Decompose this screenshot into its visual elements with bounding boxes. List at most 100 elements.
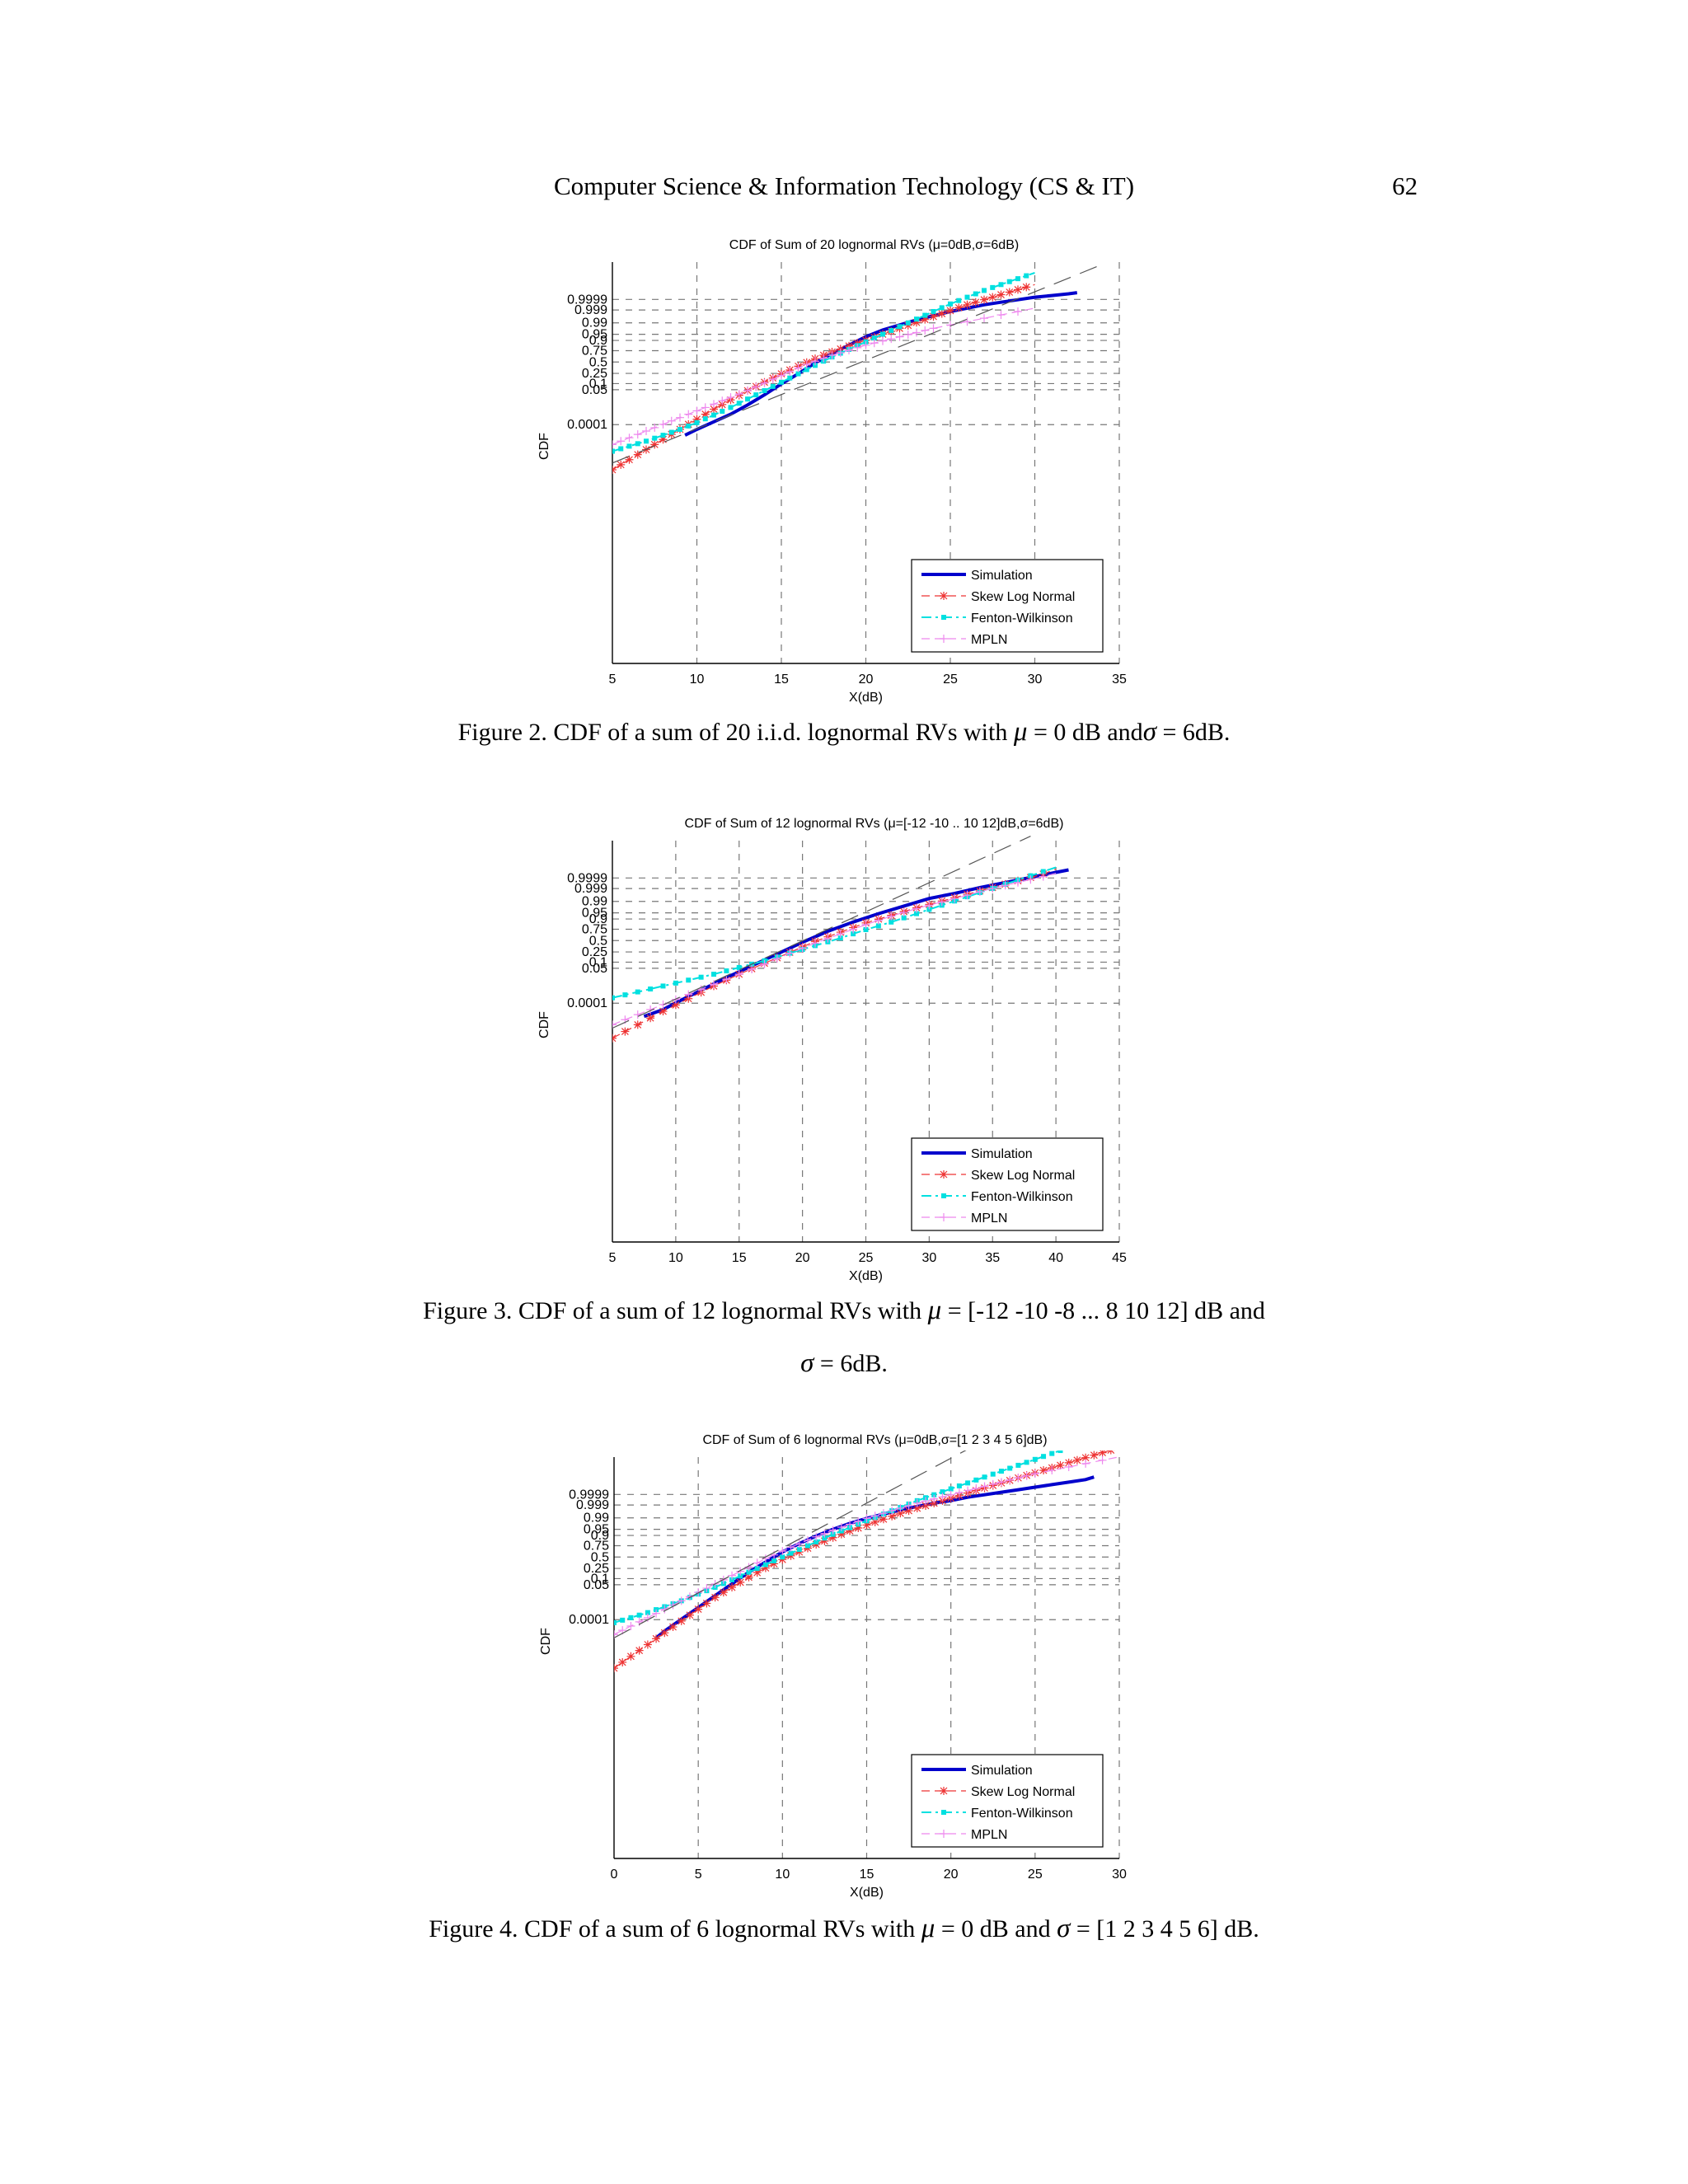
series-marker [736, 1567, 745, 1576]
series-marker [1041, 1454, 1047, 1460]
caption-line2-text: = 6dB. [814, 1350, 888, 1377]
series-marker [889, 919, 894, 925]
caption-prefix: Figure 4. CDF of a sum of 6 lognormal RV… [429, 1915, 921, 1943]
series-marker [836, 930, 845, 939]
y-tick-label: 0.5 [589, 355, 607, 369]
x-tick-label: 15 [860, 1868, 874, 1882]
series-marker [660, 1629, 669, 1638]
y-tick-label: 0.75 [582, 344, 607, 358]
legend-marker [941, 615, 946, 620]
series-marker [854, 1524, 863, 1533]
series-marker [785, 949, 795, 958]
series-marker [734, 970, 743, 979]
y-tick-label: 0.95 [582, 328, 607, 342]
series-marker [804, 367, 809, 373]
caption-mu-symbol: μ [927, 1296, 942, 1325]
y-tick-label: 0.0001 [567, 418, 607, 432]
series-marker [744, 1572, 753, 1582]
caption-suffix: = 6dB. [1156, 719, 1231, 746]
series-marker [1014, 285, 1022, 294]
series-marker [930, 1494, 939, 1503]
series-marker [720, 409, 725, 415]
y-tick-label: 0.99 [582, 316, 607, 330]
series-marker [718, 396, 727, 405]
series-marker [861, 340, 870, 349]
chart-title: CDF of Sum of 20 lognormal RVs (μ=0dB,σ=… [729, 238, 1019, 252]
series-marker [819, 354, 828, 363]
caption-suffix: = [1 2 3 4 5 6] dB. [1070, 1915, 1259, 1943]
series-marker [736, 964, 742, 970]
series-marker [614, 1630, 618, 1639]
series-marker [845, 341, 853, 350]
series-marker [851, 931, 856, 937]
series-marker [761, 1563, 770, 1572]
series-marker [701, 410, 710, 419]
y-tick-label: 0.05 [582, 962, 607, 976]
chart-title: CDF of Sum of 12 lognormal RVs (μ=[-12 -… [685, 817, 1064, 831]
series-marker [946, 306, 954, 315]
series-marker [677, 1596, 686, 1605]
y-tick-label: 0.1 [589, 377, 607, 391]
series-marker [1064, 1458, 1073, 1467]
legend-label: MPLN [971, 1212, 1007, 1226]
series-marker [990, 284, 996, 290]
x-tick-label: 5 [695, 1868, 702, 1882]
y-tick-label: 0.9 [589, 334, 607, 348]
series-marker [846, 1526, 855, 1535]
caption-prefix: Figure 2. CDF of a sum of 20 i.i.d. logn… [457, 719, 1014, 746]
x-tick-label: 20 [859, 673, 874, 687]
series-marker [980, 1482, 989, 1491]
y-tick-label: 0.1 [589, 955, 607, 969]
y-tick-label: 0.9 [591, 1529, 609, 1543]
series-marker [870, 339, 879, 348]
series-marker [1072, 1455, 1081, 1465]
series-marker [1024, 273, 1029, 279]
series-marker [921, 1501, 931, 1510]
series-marker [896, 1509, 905, 1518]
series-marker [880, 331, 885, 337]
series-marker [1098, 1451, 1107, 1457]
series-marker [912, 318, 921, 327]
series-marker [931, 308, 936, 314]
series-marker [895, 332, 904, 341]
series-marker [912, 328, 921, 337]
series-marker [738, 1573, 743, 1579]
series-marker [617, 460, 626, 469]
legend-label: Simulation [971, 569, 1033, 583]
series-marker [948, 301, 953, 307]
y-tick-label: 0.99 [582, 895, 607, 909]
x-axis-label: X(dB) [849, 691, 883, 705]
series-marker [710, 405, 718, 414]
series-line-reference [612, 836, 1031, 1029]
x-tick-label: 30 [1112, 1868, 1127, 1882]
caption-mid: = 0 dB and [1027, 719, 1143, 746]
series-marker [659, 1007, 668, 1016]
legend-label: Skew Log Normal [971, 1169, 1075, 1183]
series-marker [1014, 1474, 1023, 1483]
series-marker [685, 1592, 694, 1601]
series-marker [828, 351, 837, 360]
series-marker [734, 390, 743, 399]
series-marker [903, 321, 912, 330]
series-marker [636, 1612, 642, 1618]
series-marker [626, 1622, 635, 1631]
series-marker [798, 944, 807, 953]
series-marker [837, 1523, 846, 1531]
series-line-reference [612, 264, 1103, 464]
series-marker [785, 368, 795, 377]
x-tick-label: 5 [609, 673, 617, 687]
series-marker [905, 320, 911, 326]
series-marker [1007, 1465, 1013, 1471]
series-marker [778, 1555, 787, 1564]
series-marker [1014, 878, 1022, 887]
series-marker [722, 975, 731, 984]
series-marker [745, 396, 750, 402]
series-marker [887, 335, 896, 344]
series-marker [702, 1599, 711, 1608]
legend-marker [941, 1193, 946, 1198]
caption-mu-symbol: μ [1013, 717, 1028, 747]
series-marker [753, 1568, 762, 1577]
series-marker [939, 305, 945, 311]
series-marker [956, 1483, 962, 1488]
